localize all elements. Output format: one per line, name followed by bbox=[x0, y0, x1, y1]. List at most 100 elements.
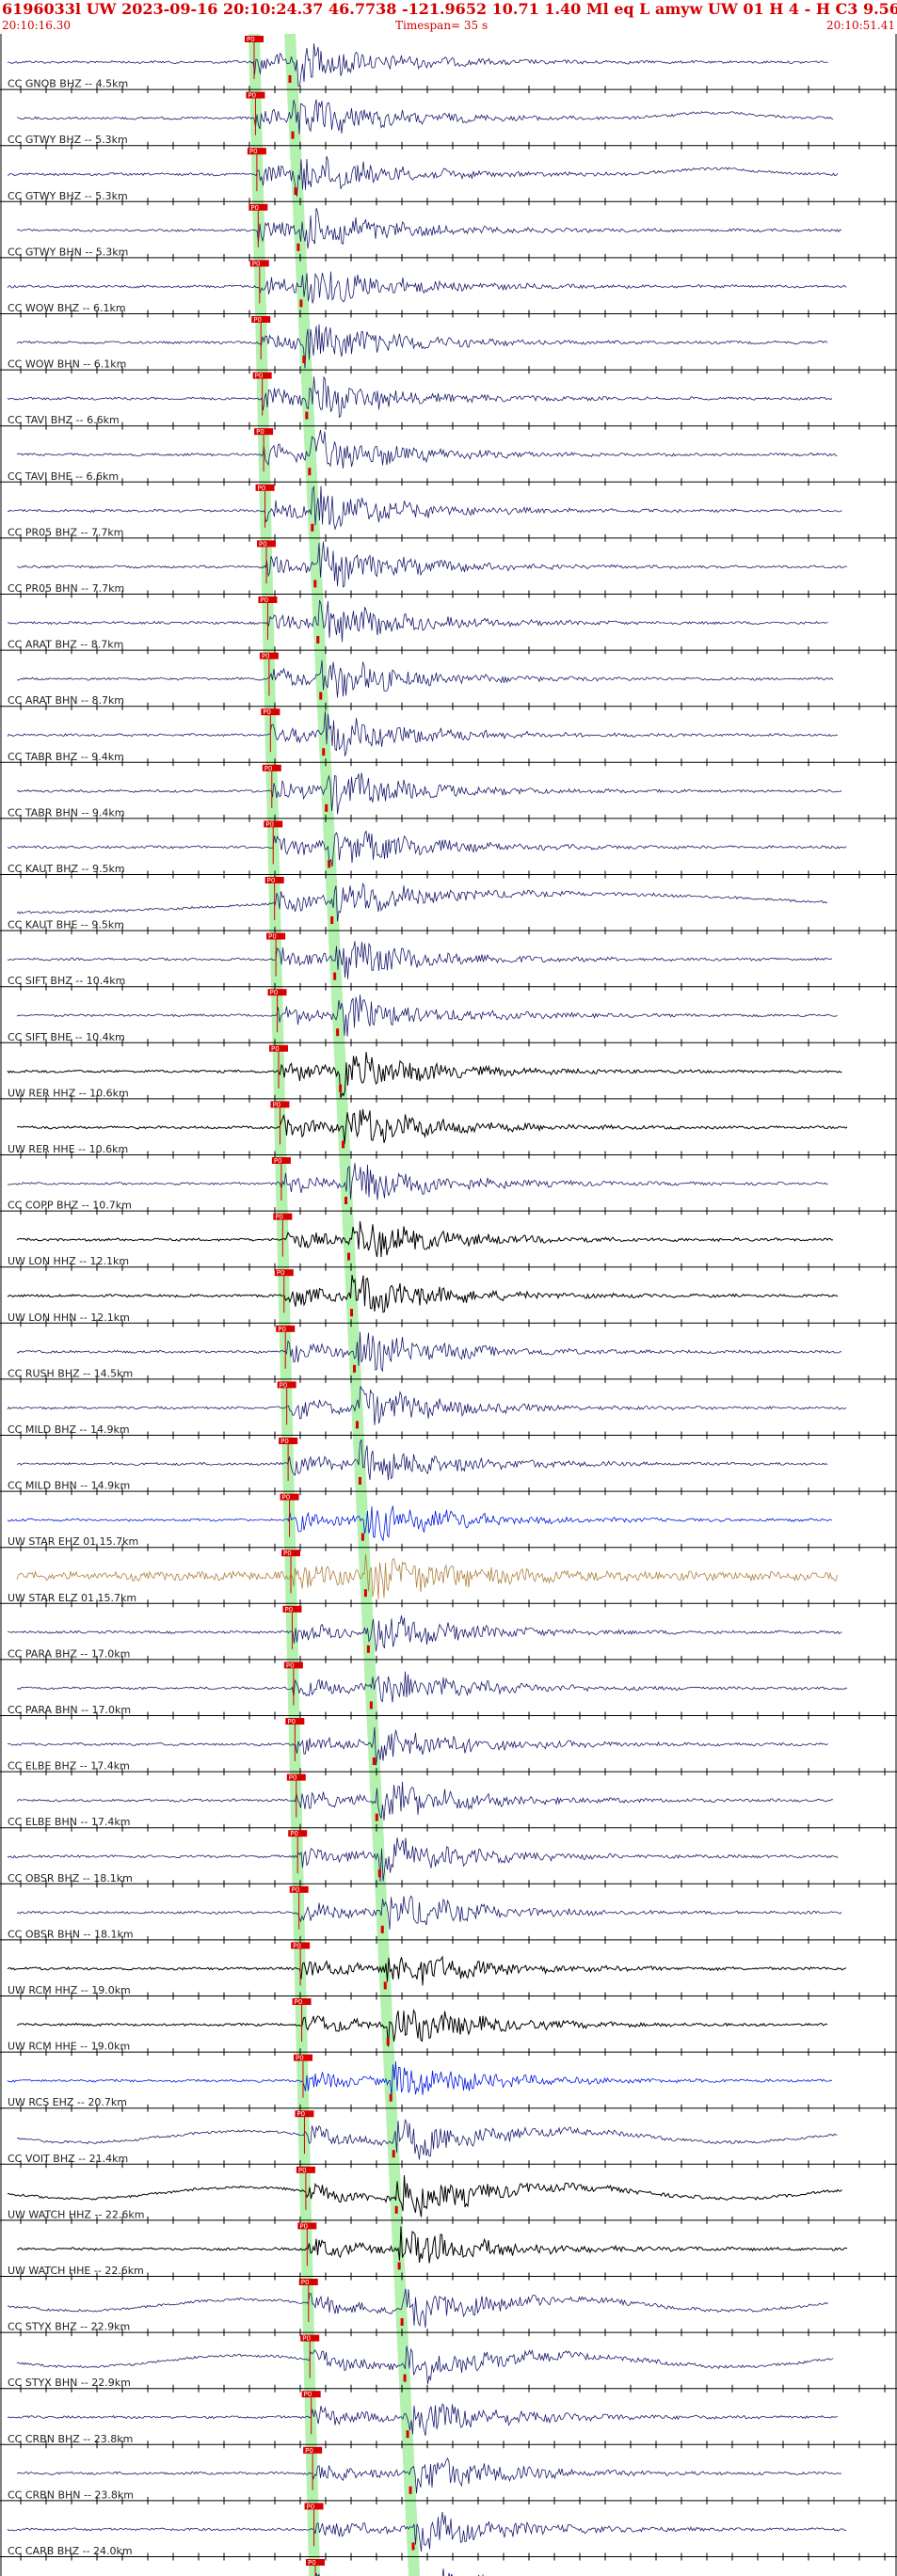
p-pick-marker bbox=[247, 148, 266, 155]
p-pick-marker bbox=[269, 1044, 288, 1052]
s-pick-marker bbox=[392, 2150, 395, 2158]
trace-label: CC TAVI BHE -- 6.6km bbox=[8, 470, 119, 483]
waveform-trace bbox=[7, 2403, 839, 2436]
waveform-trace bbox=[16, 1671, 848, 1703]
event-summary-title: 6196033l UW 2023-09-16 20:10:24.37 46.77… bbox=[2, 0, 897, 18]
trace-label: CC GTWY BHZ -- 5.3km bbox=[8, 134, 128, 146]
p-pick-label: P0 bbox=[280, 1438, 289, 1445]
p-pick-label: P0 bbox=[278, 1326, 286, 1333]
p-pick-marker bbox=[286, 1773, 306, 1781]
p-pick-label: P0 bbox=[249, 148, 258, 155]
waveform-trace bbox=[7, 2174, 842, 2218]
start-time-label: 20:10:16.30 bbox=[2, 19, 71, 32]
p-pick-label: P0 bbox=[292, 1886, 300, 1894]
p-pick-label: P0 bbox=[301, 2279, 310, 2286]
waveform-trace bbox=[16, 1895, 842, 1930]
waveform-trace bbox=[7, 1837, 839, 1883]
trace-label: CC ARAT BHZ -- 8.7km bbox=[8, 639, 123, 651]
waveform-trace bbox=[16, 772, 842, 815]
s-pick-marker bbox=[394, 2205, 398, 2214]
waveform-trace bbox=[7, 2288, 828, 2329]
p-pick-marker bbox=[300, 2334, 320, 2342]
s-pick-marker bbox=[336, 1028, 340, 1037]
p-pick-marker bbox=[303, 2446, 323, 2454]
waveform-trace bbox=[16, 2118, 838, 2160]
trace-label: CC STYX BHN -- 22.9km bbox=[8, 2377, 131, 2389]
p-pick-label: P0 bbox=[250, 204, 259, 212]
s-pick-marker bbox=[299, 299, 303, 308]
p-pick-label: P0 bbox=[247, 36, 255, 43]
trace-label: CC GTWY BHZ -- 5.3km bbox=[8, 190, 128, 202]
s-pick-marker bbox=[389, 2093, 392, 2102]
p-pick-marker bbox=[298, 2279, 318, 2285]
trace-label: CC MILD BHN -- 14.9km bbox=[8, 1480, 130, 1492]
trace-label: CC CRBN BHZ -- 23.8km bbox=[8, 2433, 133, 2445]
p-pick-marker bbox=[255, 484, 275, 491]
s-pick-marker bbox=[360, 1533, 364, 1541]
s-pick-marker bbox=[333, 972, 337, 980]
waveform-trace bbox=[16, 1781, 834, 1821]
s-pick-marker bbox=[325, 803, 328, 812]
p-pick-marker bbox=[295, 2110, 314, 2118]
s-pick-marker bbox=[372, 1757, 376, 1765]
trace-label: CC WOW BHN -- 6.1km bbox=[8, 358, 126, 371]
trace-label: UW LON HHN -- 12.1km bbox=[8, 1312, 130, 1324]
p-pick-label: P0 bbox=[296, 2110, 305, 2118]
s-pick-marker bbox=[319, 692, 323, 700]
s-pick-marker bbox=[328, 860, 331, 868]
trace-label: CC ELBE BHZ -- 17.4km bbox=[8, 1760, 130, 1773]
trace-label: UW RER HHE -- 10.6km bbox=[8, 1143, 128, 1155]
waveform-trace bbox=[16, 660, 834, 698]
waveform-trace bbox=[16, 429, 838, 469]
p-pick-marker bbox=[245, 36, 264, 42]
p-pick-label: P0 bbox=[287, 1718, 296, 1725]
waveform-trace bbox=[7, 710, 839, 756]
trace-label: CC OBSR BHN -- 18.1km bbox=[8, 1928, 134, 1940]
trace-label: CC ARAT BHN -- 8.7km bbox=[8, 694, 124, 707]
p-pick-marker bbox=[264, 820, 283, 828]
trace-label: CC STYX BHZ -- 22.9km bbox=[8, 2321, 130, 2333]
waveform-trace bbox=[16, 2009, 828, 2047]
p-pick-label: P0 bbox=[258, 485, 266, 492]
p-pick-label: P0 bbox=[299, 2222, 308, 2230]
waveform-trace bbox=[16, 1331, 842, 1373]
s-pick-marker bbox=[347, 1252, 351, 1261]
p-pick-marker bbox=[251, 316, 271, 323]
waveform-trace bbox=[7, 1615, 842, 1652]
p-pick-marker bbox=[270, 1101, 290, 1108]
s-pick-marker bbox=[308, 468, 312, 476]
p-pick-marker bbox=[296, 2166, 315, 2173]
waveform-trace bbox=[7, 375, 833, 419]
waveform-trace bbox=[16, 994, 838, 1037]
s-pick-marker bbox=[296, 243, 300, 251]
s-pick-marker bbox=[397, 2262, 401, 2270]
waveform-trace bbox=[16, 1108, 848, 1145]
p-pick-label: P0 bbox=[255, 373, 264, 380]
p-pick-label: P0 bbox=[262, 653, 270, 660]
s-pick-marker bbox=[316, 636, 320, 644]
p-pick-marker bbox=[273, 1213, 293, 1220]
p-pick-marker bbox=[266, 932, 286, 940]
s-pick-marker bbox=[403, 2374, 407, 2382]
waveform-trace bbox=[7, 1052, 842, 1099]
s-pick-marker bbox=[344, 1197, 348, 1204]
trace-label: UW RCM HHE -- 19.0km bbox=[8, 2041, 130, 2053]
p-pick-label: P0 bbox=[307, 2503, 315, 2510]
waveform-trace bbox=[7, 43, 828, 87]
p-pick-marker bbox=[281, 1550, 300, 1557]
waveform-trace bbox=[16, 99, 834, 135]
waveform-trace bbox=[16, 2345, 834, 2384]
trace-label: CC COPP BHZ -- 10.7km bbox=[8, 1200, 132, 1212]
s-pick-marker bbox=[366, 1645, 370, 1653]
waveform-trace bbox=[7, 485, 842, 531]
waveform-trace bbox=[16, 324, 828, 369]
p-pick-marker bbox=[254, 428, 274, 436]
p-pick-label: P0 bbox=[298, 2167, 307, 2174]
p-pick-marker bbox=[249, 260, 269, 267]
p-pick-marker bbox=[259, 652, 279, 660]
trace-label: CC TABR BHN -- 9.4km bbox=[8, 806, 125, 819]
waveform-trace bbox=[16, 2226, 848, 2264]
s-arrival-window bbox=[284, 34, 421, 2576]
p-pick-label: P0 bbox=[275, 1214, 283, 1221]
waveform-trace bbox=[7, 941, 833, 979]
